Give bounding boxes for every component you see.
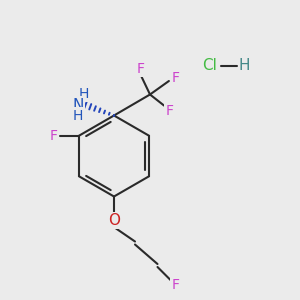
Text: H: H [78,87,88,100]
Text: F: F [166,104,173,118]
Text: F: F [172,71,179,85]
Text: N: N [72,98,84,112]
Text: F: F [50,129,57,143]
Text: Cl: Cl [202,58,217,74]
Text: H: H [239,58,250,74]
Text: F: F [137,62,145,76]
Text: F: F [172,278,179,292]
Text: H: H [72,109,82,122]
Text: O: O [108,213,120,228]
